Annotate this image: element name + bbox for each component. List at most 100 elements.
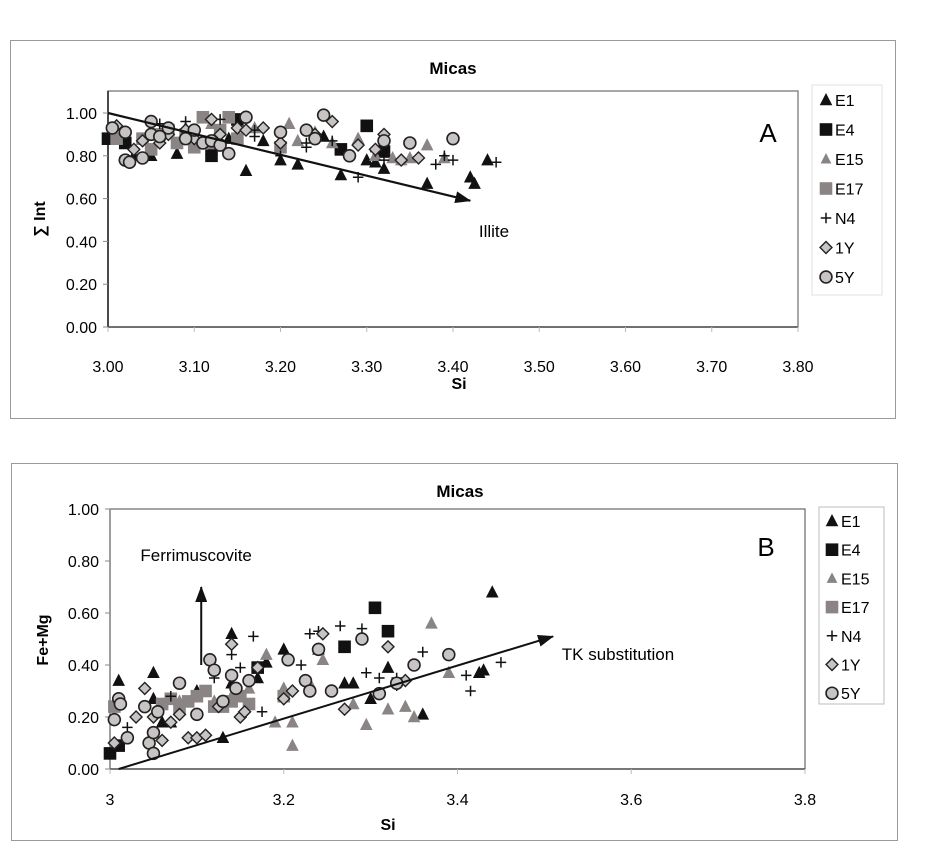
- data-point-1y: [315, 626, 330, 641]
- arrow-illite: [107, 111, 472, 204]
- data-point-e1: [481, 153, 494, 166]
- legend-item-e4: E4: [825, 543, 861, 560]
- legend-marker-e4: [819, 123, 833, 136]
- x-tick-label: 3.60: [610, 359, 641, 376]
- data-point-5y: [377, 134, 391, 148]
- data-point-e1: [170, 146, 184, 159]
- annotation-ferrimuscovite: Ferrimuscovite: [140, 546, 251, 565]
- data-point-1y: [381, 639, 395, 654]
- data-point-1y: [411, 151, 426, 165]
- chart-b-x-label: Si: [380, 817, 395, 834]
- data-point-e1: [239, 163, 253, 177]
- data-point-e15: [425, 616, 438, 629]
- data-point-n4: [378, 154, 390, 166]
- data-point-5y: [216, 694, 230, 709]
- data-point-e15: [346, 697, 360, 710]
- data-point-1y: [155, 733, 170, 748]
- data-point-n4: [490, 156, 502, 168]
- y-tick-label: 1.00: [66, 106, 97, 123]
- data-point-n4: [122, 722, 133, 733]
- data-point-1y: [204, 112, 219, 127]
- data-point-e15: [420, 138, 434, 151]
- y-tick-label: 0.00: [66, 320, 97, 337]
- data-point-1y: [163, 715, 178, 730]
- data-point-1y: [107, 736, 122, 750]
- data-point-n4: [248, 631, 259, 642]
- legend-item-e15: E15: [826, 571, 870, 588]
- data-point-n4: [465, 685, 476, 697]
- legend-marker-e15: [826, 572, 838, 583]
- legend-label: N4: [835, 211, 856, 228]
- data-point-5y: [190, 707, 204, 722]
- data-point-e1: [225, 626, 238, 640]
- series-e4: [103, 601, 395, 760]
- data-point-e1: [277, 642, 291, 655]
- data-point-5y: [407, 658, 421, 672]
- data-point-e1: [291, 157, 305, 170]
- legend-marker-e17: [819, 182, 833, 195]
- legend-marker-e15: [820, 153, 832, 164]
- y-tick-label: 0.40: [68, 658, 99, 675]
- legend-marker-e17: [825, 600, 839, 614]
- data-point-5y: [299, 123, 314, 137]
- legend-label: E4: [835, 123, 855, 140]
- legend-item-e15: E15: [820, 152, 864, 169]
- data-point-5y: [135, 151, 150, 165]
- x-tick-label: 3.6: [620, 792, 642, 809]
- annotation-illite: Illite: [479, 222, 509, 241]
- data-point-5y: [308, 131, 322, 146]
- legend-label: E1: [841, 514, 861, 531]
- data-point-5y: [107, 712, 122, 727]
- legend-item-e17: E17: [825, 600, 870, 617]
- legend-label: 1Y: [841, 658, 861, 675]
- data-point-e17: [231, 132, 244, 145]
- data-point-n4: [361, 667, 372, 679]
- data-point-e15: [286, 715, 299, 728]
- data-point-5y: [151, 705, 165, 719]
- series-1y: [107, 626, 413, 750]
- data-point-5y: [316, 108, 331, 122]
- legend-label: 5Y: [835, 270, 855, 287]
- data-point-5y: [122, 155, 137, 169]
- data-point-n4: [430, 159, 441, 170]
- x-tick-label: 3.8: [794, 792, 816, 809]
- data-point-e1: [112, 673, 125, 686]
- y-tick-label: 1.00: [68, 502, 99, 519]
- legend-marker-5y: [819, 270, 833, 284]
- data-point-n4: [165, 690, 177, 702]
- data-point-5y: [403, 136, 417, 150]
- data-point-e4: [338, 640, 351, 654]
- data-point-e1: [364, 691, 377, 705]
- data-point-e1: [377, 161, 391, 174]
- data-point-5y: [324, 684, 339, 698]
- data-point-5y: [229, 681, 243, 696]
- data-point-1y: [276, 691, 291, 706]
- y-tick-label: 0.20: [68, 710, 99, 727]
- legend-marker-n4: [826, 630, 838, 642]
- x-tick-label: 3.70: [696, 359, 727, 376]
- data-point-1y: [137, 681, 152, 696]
- legend-label: E15: [841, 571, 870, 588]
- data-point-e1: [334, 168, 348, 181]
- legend-marker-e1: [825, 514, 839, 527]
- x-tick-label: 3.2: [273, 792, 295, 809]
- data-point-5y: [446, 131, 460, 146]
- y-tick-label: 0.60: [66, 192, 97, 209]
- data-point-e17: [199, 684, 212, 698]
- data-point-e4: [381, 624, 395, 638]
- data-point-n4: [447, 154, 459, 166]
- data-point-e4: [205, 149, 218, 163]
- legend-marker-e1: [819, 93, 833, 106]
- data-point-n4: [304, 628, 316, 640]
- series-e15: [173, 616, 456, 751]
- legend-label: E15: [835, 152, 864, 169]
- data-point-e1: [346, 676, 360, 689]
- data-point-5y: [153, 129, 167, 144]
- data-point-1y: [129, 710, 144, 724]
- data-point-n4: [295, 659, 307, 671]
- data-point-e4: [360, 119, 374, 133]
- data-point-n4: [439, 150, 450, 162]
- x-tick-label: 3.50: [524, 359, 555, 376]
- data-point-1y: [250, 660, 265, 675]
